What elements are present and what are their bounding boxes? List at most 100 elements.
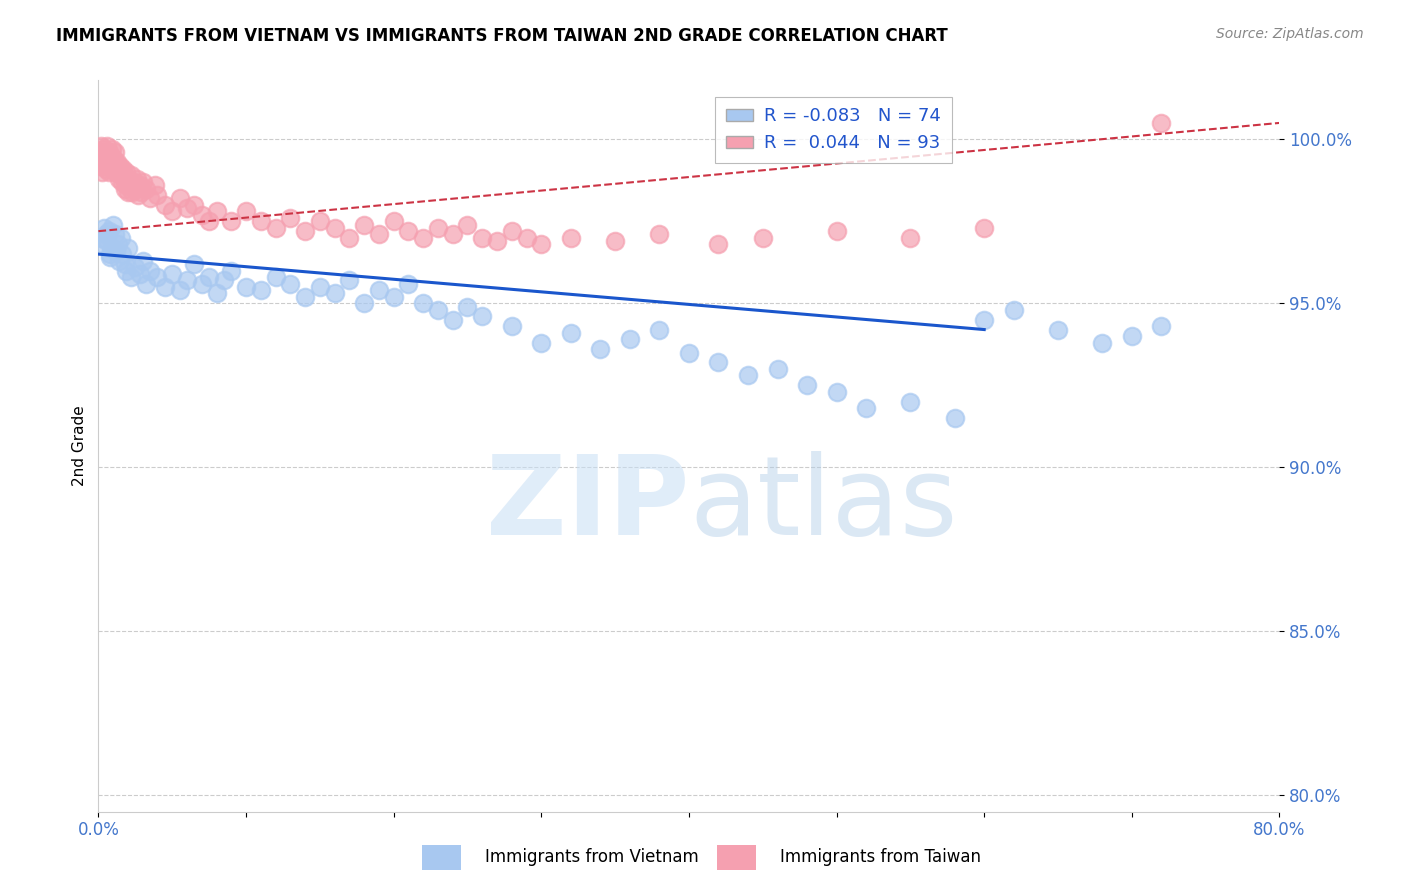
Point xyxy=(90,231,112,245)
Point xyxy=(143,178,166,193)
Point xyxy=(128,267,150,281)
Point xyxy=(100,149,122,163)
Point xyxy=(648,227,671,242)
Point xyxy=(139,191,162,205)
Text: Source: ZipAtlas.com: Source: ZipAtlas.com xyxy=(1216,27,1364,41)
Point xyxy=(412,296,434,310)
Point xyxy=(90,159,112,173)
Point xyxy=(264,270,287,285)
Point xyxy=(169,191,191,205)
Point xyxy=(280,277,302,291)
Point xyxy=(235,280,257,294)
Point xyxy=(707,237,730,252)
Point xyxy=(111,161,134,176)
Point xyxy=(796,378,818,392)
Point xyxy=(560,326,582,340)
Point xyxy=(96,139,118,153)
Point xyxy=(96,155,118,169)
Point xyxy=(98,247,121,261)
Point xyxy=(973,312,995,326)
Point xyxy=(104,145,127,160)
Point xyxy=(120,169,142,183)
Point xyxy=(108,253,131,268)
Point xyxy=(107,237,129,252)
Point xyxy=(471,231,494,245)
Point xyxy=(105,244,128,258)
Text: ZIP: ZIP xyxy=(485,451,689,558)
Point xyxy=(94,227,117,242)
Point xyxy=(235,204,257,219)
Point xyxy=(441,227,464,242)
Point xyxy=(221,214,243,228)
Point xyxy=(93,142,115,156)
Point xyxy=(441,312,464,326)
Point xyxy=(108,171,131,186)
Point xyxy=(323,286,346,301)
Point xyxy=(146,270,169,285)
Point xyxy=(900,394,922,409)
Point xyxy=(752,231,775,245)
Point xyxy=(115,171,138,186)
Point xyxy=(108,159,131,173)
Point xyxy=(382,214,405,228)
Point xyxy=(368,283,391,297)
Point xyxy=(153,280,176,294)
Point xyxy=(560,231,582,245)
Point xyxy=(98,159,121,173)
Point xyxy=(589,343,612,357)
Point xyxy=(619,332,641,346)
Point xyxy=(104,227,127,242)
Point xyxy=(114,165,136,179)
Point xyxy=(427,220,450,235)
Point xyxy=(212,273,235,287)
Point xyxy=(530,335,553,350)
Point xyxy=(427,302,450,317)
Point xyxy=(110,169,132,183)
Point xyxy=(100,161,122,176)
Point xyxy=(457,300,479,314)
Point xyxy=(132,253,155,268)
Point xyxy=(153,198,176,212)
Point xyxy=(900,231,922,245)
Point xyxy=(737,368,759,383)
Point xyxy=(198,270,221,285)
Point xyxy=(135,277,157,291)
Point xyxy=(707,355,730,369)
Point xyxy=(91,237,114,252)
Point xyxy=(105,155,128,169)
Text: Immigrants from Taiwan: Immigrants from Taiwan xyxy=(780,848,981,866)
Point xyxy=(516,231,538,245)
Point xyxy=(127,188,149,202)
Point xyxy=(323,220,346,235)
Point xyxy=(100,241,122,255)
Point xyxy=(103,218,125,232)
Point xyxy=(129,185,152,199)
Point xyxy=(115,178,138,193)
Point xyxy=(176,273,198,287)
Point xyxy=(339,273,361,287)
Point xyxy=(309,214,332,228)
Point xyxy=(825,224,848,238)
Point xyxy=(114,181,136,195)
Point xyxy=(191,277,214,291)
Point xyxy=(221,263,243,277)
Point xyxy=(501,319,523,334)
Point xyxy=(114,257,136,271)
Point xyxy=(124,260,146,275)
Point xyxy=(124,181,146,195)
Point xyxy=(382,290,405,304)
Point xyxy=(107,165,129,179)
Point xyxy=(353,296,375,310)
Point xyxy=(191,208,214,222)
Point xyxy=(457,218,479,232)
Point xyxy=(1150,319,1173,334)
Point xyxy=(146,188,169,202)
Point xyxy=(605,234,627,248)
Point xyxy=(122,175,145,189)
Text: Immigrants from Vietnam: Immigrants from Vietnam xyxy=(485,848,699,866)
Point xyxy=(1047,322,1070,336)
Point xyxy=(486,234,509,248)
Point xyxy=(132,175,155,189)
Point xyxy=(973,220,995,235)
Point xyxy=(766,362,789,376)
